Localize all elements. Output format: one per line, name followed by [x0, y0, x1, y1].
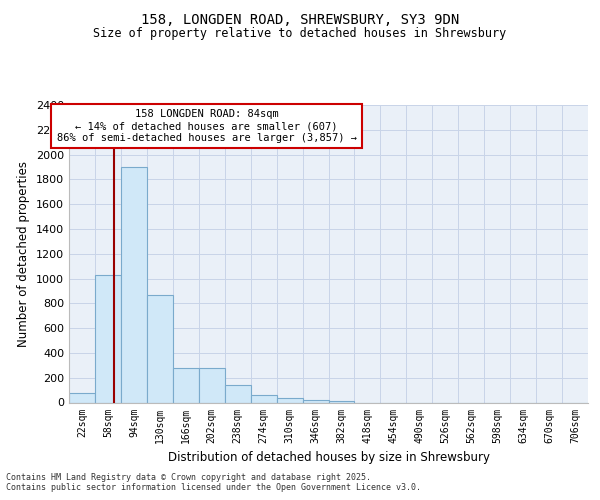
- Text: 158, LONGDEN ROAD, SHREWSBURY, SY3 9DN: 158, LONGDEN ROAD, SHREWSBURY, SY3 9DN: [141, 12, 459, 26]
- Bar: [329, 400, 355, 402]
- Text: Size of property relative to detached houses in Shrewsbury: Size of property relative to detached ho…: [94, 28, 506, 40]
- Bar: [95, 276, 121, 402]
- Bar: [173, 368, 199, 402]
- Bar: [277, 398, 302, 402]
- X-axis label: Distribution of detached houses by size in Shrewsbury: Distribution of detached houses by size …: [167, 451, 490, 464]
- Bar: [225, 385, 251, 402]
- Text: Contains HM Land Registry data © Crown copyright and database right 2025.
Contai: Contains HM Land Registry data © Crown c…: [6, 472, 421, 492]
- Bar: [121, 167, 147, 402]
- Bar: [199, 368, 224, 402]
- Text: 158 LONGDEN ROAD: 84sqm
← 14% of detached houses are smaller (607)
86% of semi-d: 158 LONGDEN ROAD: 84sqm ← 14% of detache…: [56, 110, 356, 142]
- Bar: [147, 294, 173, 403]
- Bar: [302, 400, 329, 402]
- Bar: [251, 395, 277, 402]
- Bar: [69, 393, 95, 402]
- Y-axis label: Number of detached properties: Number of detached properties: [17, 161, 31, 347]
